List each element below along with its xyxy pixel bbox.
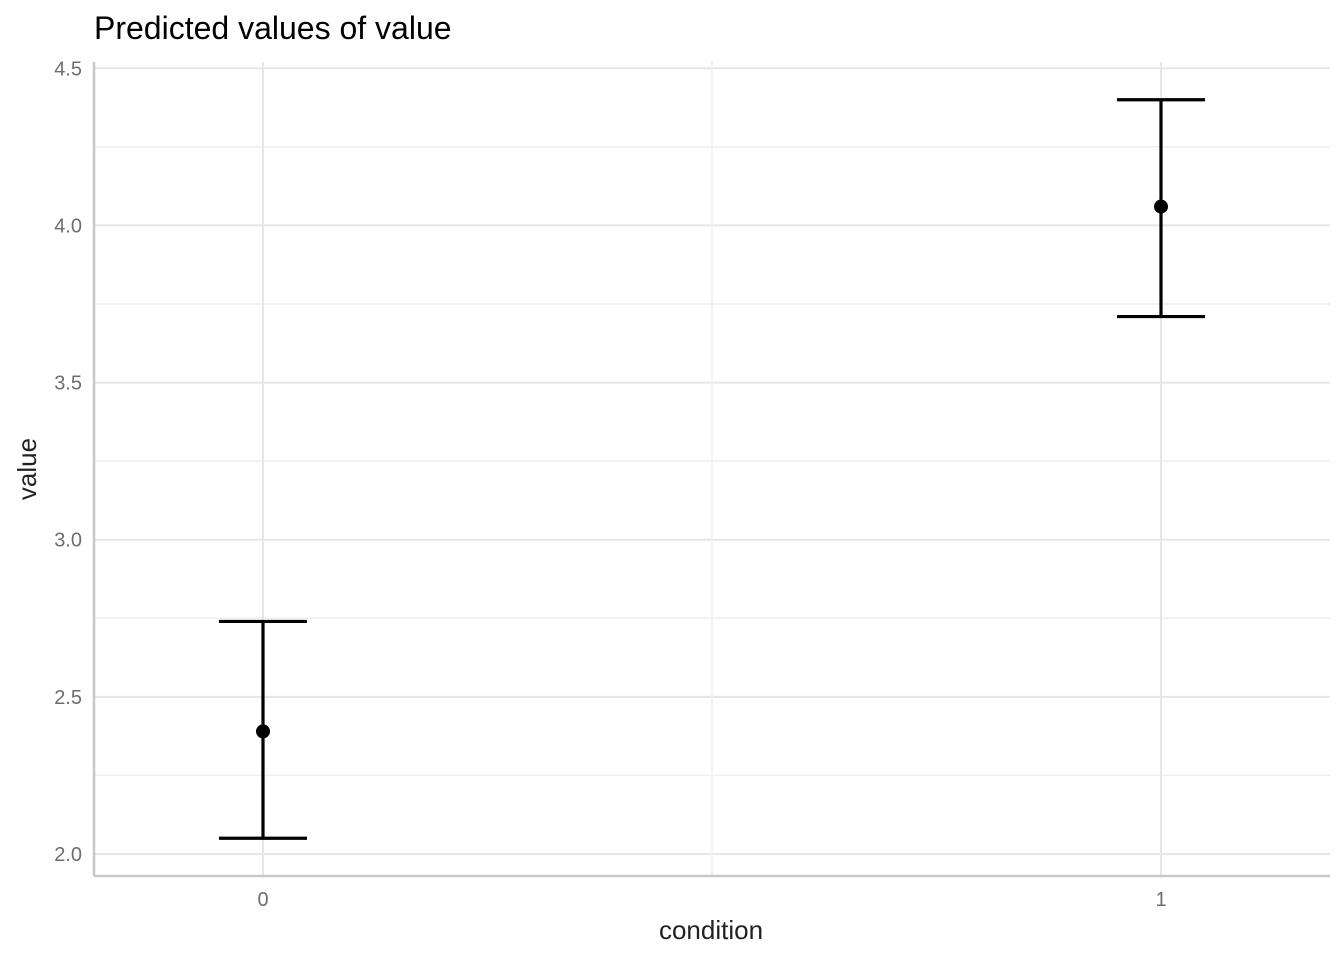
- y-tick-label: 3.5: [54, 373, 82, 395]
- y-tick-label: 2.5: [54, 687, 82, 709]
- labels-layer: 2.0 2.5 3.0 3.5 4.0 4.5 0 1: [54, 58, 1166, 911]
- marks-layer: [219, 98, 1205, 840]
- data-point: [256, 724, 270, 739]
- axis-layer: [92, 62, 1330, 878]
- y-tick-label: 4.0: [54, 215, 82, 237]
- grid-layer: [94, 62, 1330, 876]
- chart-title: Predicted values of value: [94, 10, 452, 46]
- y-tick-label: 4.5: [54, 58, 82, 80]
- data-point: [1154, 199, 1168, 214]
- y-axis-title: value: [12, 438, 42, 500]
- x-axis-title: condition: [659, 915, 763, 945]
- x-tick-label: 0: [257, 889, 268, 911]
- y-tick-label: 2.0: [54, 844, 82, 866]
- x-tick-label: 1: [1155, 889, 1166, 911]
- y-tick-label: 3.0: [54, 530, 82, 552]
